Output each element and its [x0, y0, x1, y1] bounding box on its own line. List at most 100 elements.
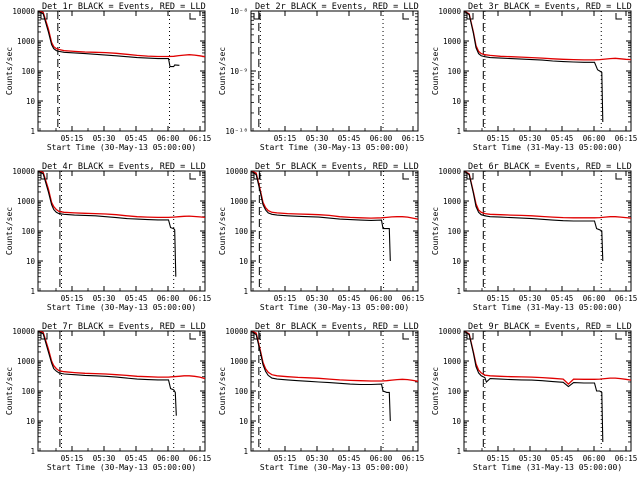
x-tick-label: 05:30	[519, 134, 542, 143]
panel-6: Det 6r BLACK = Events, RED = LLD 1 10 100 10…	[431, 162, 637, 312]
x-axis-label: Start Time (31-May-13 05:00:00)	[473, 143, 622, 152]
x-tick-label: 05:45	[338, 454, 361, 463]
x-tick-label: 05:30	[93, 454, 116, 463]
panel-5: Det 5r BLACK = Events, RED = LLD 1 10 100 10…	[218, 162, 424, 312]
x-tick-label: 05:15	[487, 454, 510, 463]
y-tick-label: 1	[243, 287, 248, 296]
y-tick-label: 10000	[12, 167, 35, 176]
x-axis-label: Start Time (30-May-13 05:00:00)	[47, 463, 196, 472]
x-tick-label: 05:30	[519, 294, 542, 303]
x-tick-label: 05:15	[487, 134, 510, 143]
y-tick-label: 1000	[443, 357, 462, 366]
x-tick-label: 05:15	[274, 454, 297, 463]
x-axis-label: Start Time (31-May-13 05:00:00)	[473, 463, 622, 472]
y-tick-label: 1000	[443, 37, 462, 46]
x-tick-label: 06:00	[157, 454, 180, 463]
y-tick-label: 10	[452, 417, 462, 426]
panel-title: Det 9r BLACK = Events, RED = LLD	[468, 322, 632, 332]
y-tick-label: 1	[30, 447, 35, 456]
y-tick-label: 10⁻⁹	[230, 67, 248, 76]
x-tick-label: 05:30	[306, 294, 329, 303]
y-tick-label: 10	[452, 97, 462, 106]
x-tick-label: 05:30	[306, 134, 329, 143]
events-series-line	[38, 331, 177, 416]
x-tick-label: 05:45	[551, 454, 574, 463]
panel-2: Det 2r BLACK = Events, RED = LLD 10⁻¹⁰ 10⁻…	[218, 2, 424, 152]
y-tick-label: 1	[243, 447, 248, 456]
x-tick-label: 05:15	[274, 294, 297, 303]
x-tick-label: 05:15	[61, 454, 84, 463]
x-axis-label: Start Time (31-May-13 05:00:00)	[473, 303, 622, 312]
y-axis-label: Counts/sec	[5, 367, 14, 415]
y-tick-label: 1	[456, 127, 461, 136]
x-tick-label: 05:45	[338, 134, 361, 143]
y-axis-label: Counts/sec	[431, 367, 440, 415]
y-tick-label: 10	[26, 257, 36, 266]
y-tick-label: 100	[21, 387, 35, 396]
y-axis-label: Counts/sec	[218, 367, 227, 415]
events-series-line	[251, 171, 391, 262]
y-tick-label: 10000	[438, 7, 461, 16]
panel-7: Det 7r BLACK = Events, RED = LLD 1 10 100 10…	[5, 322, 211, 472]
x-tick-label: 05:45	[125, 294, 148, 303]
y-tick-label: 10	[452, 257, 462, 266]
x-tick-label: 05:15	[61, 294, 84, 303]
x-axis-label: Start Time (30-May-13 05:00:00)	[260, 303, 409, 312]
y-tick-label: 100	[447, 387, 461, 396]
y-tick-label: 1000	[17, 357, 36, 366]
corner-marker-right	[615, 13, 622, 20]
x-tick-label: 06:15	[615, 454, 638, 463]
y-tick-label: 10	[26, 97, 36, 106]
y-tick-label: 100	[447, 67, 461, 76]
y-tick-label: 10	[239, 417, 249, 426]
lld-series-line	[38, 171, 205, 219]
x-tick-label: 06:00	[370, 294, 393, 303]
y-tick-label: 1	[30, 287, 35, 296]
panel-1: Det 1r BLACK = Events, RED = LLD 1 10 100 10…	[5, 2, 211, 152]
y-tick-label: 10000	[12, 327, 35, 336]
y-tick-label: 10	[239, 257, 249, 266]
lld-series-line	[464, 11, 631, 61]
y-tick-label: 1000	[17, 37, 36, 46]
x-tick-label: 06:15	[189, 134, 212, 143]
corner-marker-right	[189, 333, 196, 340]
y-tick-label: 100	[447, 227, 461, 236]
y-tick-label: 100	[21, 67, 35, 76]
events-series-line	[38, 11, 180, 68]
y-tick-label: 1	[456, 447, 461, 456]
y-tick-label: 10000	[225, 327, 248, 336]
corner-marker-right	[189, 13, 196, 20]
panel-9: Det 9r BLACK = Events, RED = LLD 1 10 100 10…	[431, 322, 637, 472]
lld-series-line	[464, 171, 631, 219]
x-tick-label: 06:00	[157, 294, 180, 303]
x-tick-label: 05:30	[306, 454, 329, 463]
y-tick-label: 10	[26, 417, 36, 426]
x-tick-label: 05:30	[519, 454, 542, 463]
corner-marker-right	[615, 173, 622, 180]
x-tick-label: 06:00	[583, 454, 606, 463]
y-tick-label: 10⁻¹⁰	[225, 127, 248, 136]
corner-marker-left	[40, 173, 48, 180]
corner-marker-right	[402, 13, 409, 20]
lld-series-line	[38, 331, 205, 380]
x-tick-label: 06:15	[189, 454, 212, 463]
x-tick-label: 05:30	[93, 134, 116, 143]
panel-title: Det 4r BLACK = Events, RED = LLD	[42, 162, 206, 172]
corner-marker-left	[40, 13, 48, 20]
y-tick-label: 100	[21, 227, 35, 236]
y-tick-label: 1	[30, 127, 35, 136]
y-tick-label: 10000	[12, 7, 35, 16]
panel-title: Det 7r BLACK = Events, RED = LLD	[42, 322, 206, 332]
x-tick-label: 06:15	[402, 294, 425, 303]
x-tick-label: 05:45	[551, 134, 574, 143]
y-axis-label: Counts/sec	[5, 47, 14, 95]
x-axis-label: Start Time (30-May-13 05:00:00)	[47, 143, 196, 152]
panel-title: Det 2r BLACK = Events, RED = LLD	[255, 2, 419, 12]
x-tick-label: 06:00	[583, 294, 606, 303]
x-tick-label: 06:00	[157, 134, 180, 143]
x-tick-label: 05:45	[125, 454, 148, 463]
x-tick-label: 06:00	[370, 454, 393, 463]
lld-series-line	[251, 331, 418, 382]
x-axis-label: Start Time (30-May-13 05:00:00)	[260, 143, 409, 152]
